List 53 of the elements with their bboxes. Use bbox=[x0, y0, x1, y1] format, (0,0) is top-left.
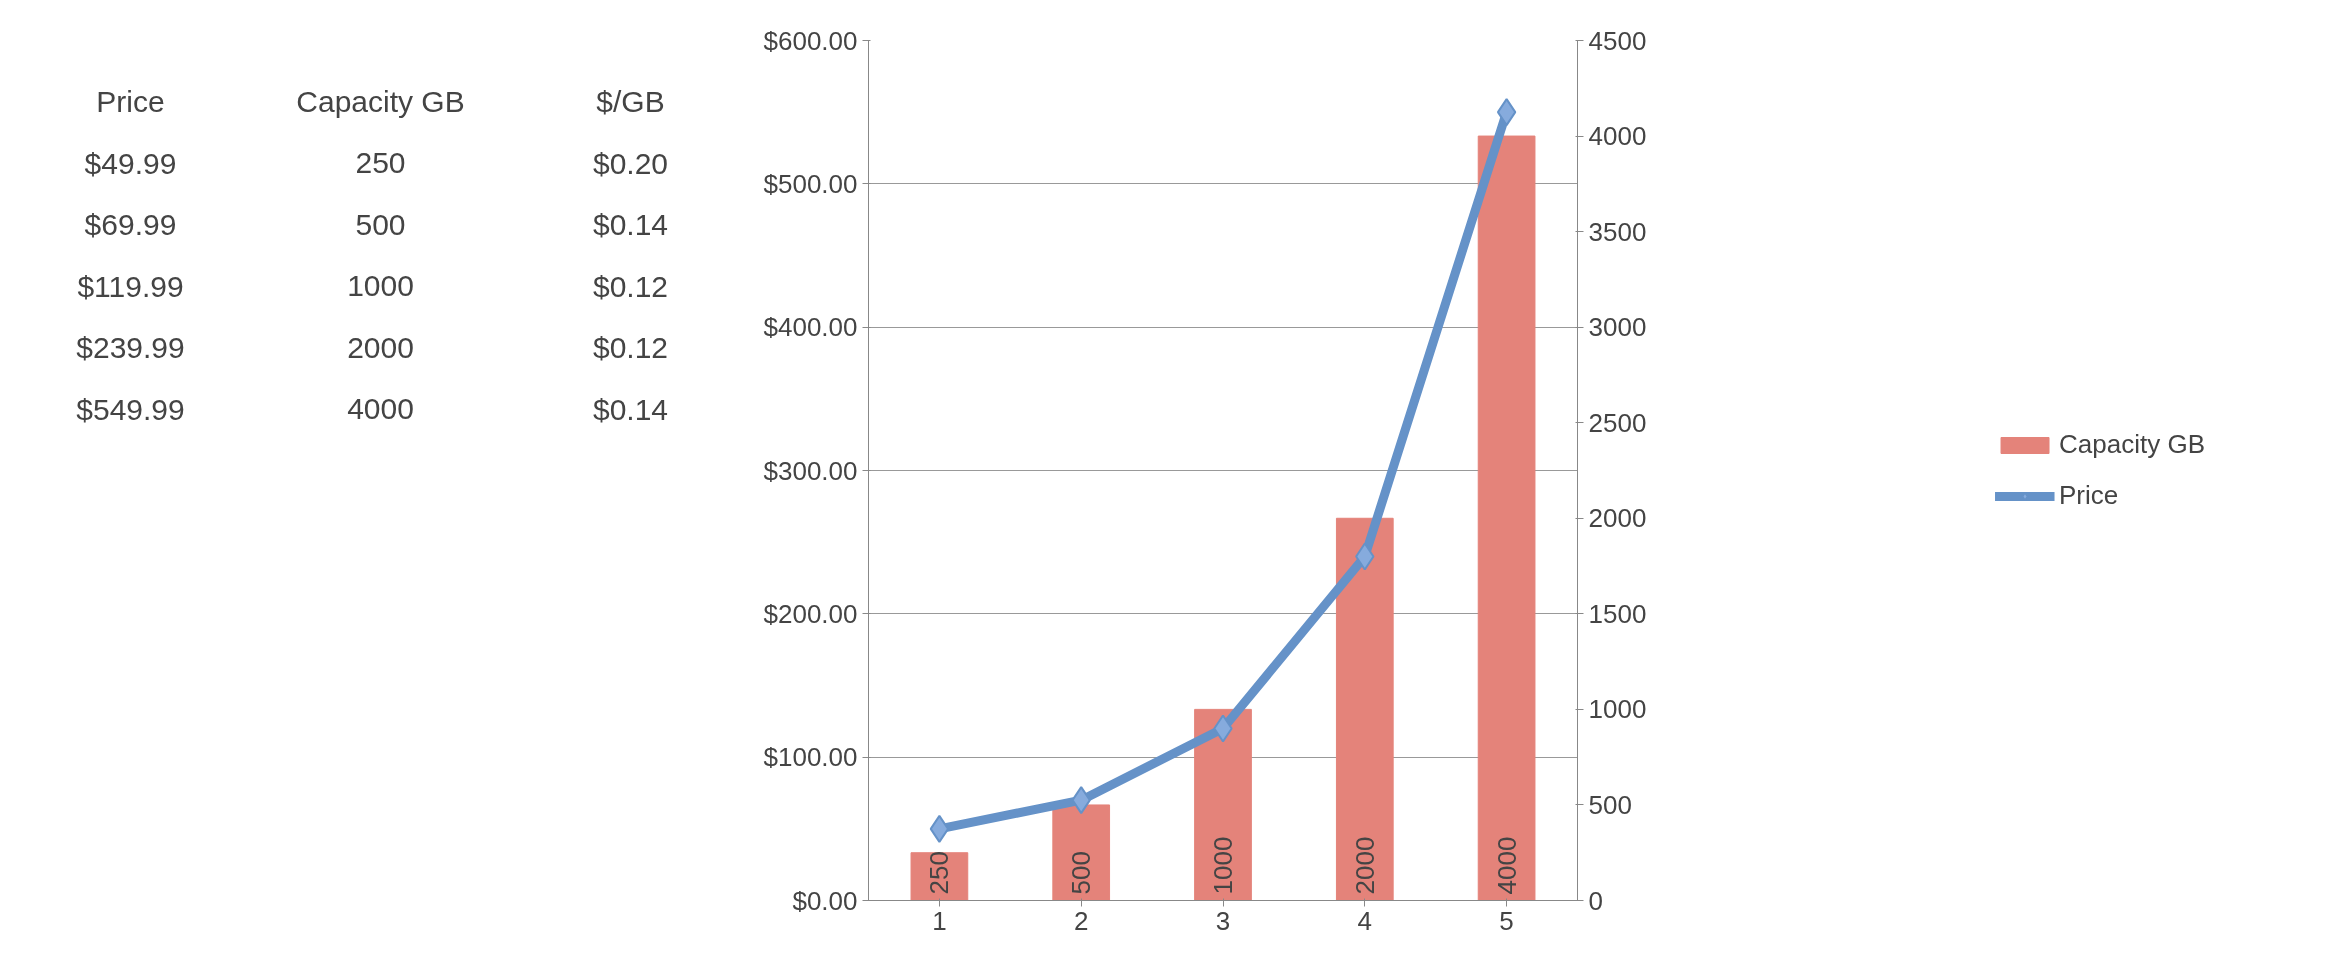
text: $0.12 bbox=[592, 269, 669, 303]
x-tick-label: 5 bbox=[1499, 905, 1514, 936]
bar bbox=[1335, 517, 1394, 901]
y2-tick-label: 3500 bbox=[1588, 216, 1647, 247]
text: Capacity GB bbox=[296, 85, 465, 119]
point bbox=[1496, 98, 1517, 127]
data-label: 1000 bbox=[1208, 836, 1238, 895]
x-tick-label: 4 bbox=[1357, 905, 1373, 936]
y-tick-label: $300.00 bbox=[763, 455, 858, 486]
y-tick-label: $0.00 bbox=[792, 885, 858, 916]
text: $119.99 bbox=[77, 269, 184, 303]
data-label: 250 bbox=[924, 851, 955, 895]
data-label: 4000 bbox=[1491, 836, 1522, 895]
y2-tick-label: 1500 bbox=[1588, 598, 1647, 629]
y2-tick-label: 2000 bbox=[1588, 503, 1647, 534]
text: Price bbox=[96, 85, 165, 119]
y2-tick-label: 2500 bbox=[1588, 407, 1647, 438]
text: $69.99 bbox=[84, 208, 177, 242]
y2-tick-label: 1000 bbox=[1588, 694, 1647, 725]
data-label: 500 bbox=[1066, 851, 1097, 895]
bar bbox=[1194, 708, 1252, 901]
bar bbox=[1477, 135, 1536, 901]
y-tick-label: $100.00 bbox=[763, 742, 858, 773]
y-tick-label: $400.00 bbox=[763, 312, 858, 343]
y2-tick-label: 4000 bbox=[1588, 121, 1647, 152]
y2-tick-label: 500 bbox=[1588, 789, 1632, 820]
text: 2000 bbox=[347, 330, 414, 364]
text: $549.99 bbox=[76, 392, 185, 426]
y-tick-label: $600.00 bbox=[763, 25, 858, 56]
data-label: 2000 bbox=[1349, 836, 1380, 895]
x-tick-label: 2 bbox=[1073, 905, 1089, 936]
text: 500 bbox=[355, 207, 406, 241]
text: $0.14 bbox=[592, 392, 669, 426]
text: $/GB bbox=[596, 85, 665, 119]
legend-label: Price bbox=[2059, 480, 2119, 511]
bar bbox=[1052, 804, 1111, 901]
text: $0.14 bbox=[592, 208, 669, 242]
point bbox=[929, 814, 950, 843]
text: 4000 bbox=[347, 392, 414, 426]
y2-tick-label: 0 bbox=[1588, 885, 1603, 916]
y2-tick-label: 3000 bbox=[1588, 312, 1647, 343]
x-tick-label: 3 bbox=[1215, 905, 1231, 936]
y-tick-label: $200.00 bbox=[763, 598, 858, 629]
text: 250 bbox=[355, 146, 406, 180]
text: $0.20 bbox=[592, 146, 669, 180]
text: $49.99 bbox=[84, 146, 177, 180]
text: $239.99 bbox=[76, 331, 185, 365]
y2-tick-label: 4500 bbox=[1588, 25, 1647, 56]
text: $0.12 bbox=[592, 331, 669, 365]
x-tick-label: 1 bbox=[932, 905, 947, 936]
text: 1000 bbox=[347, 269, 414, 303]
y-tick-label: $500.00 bbox=[763, 168, 858, 199]
legend-label: Capacity GB bbox=[2059, 429, 2205, 460]
